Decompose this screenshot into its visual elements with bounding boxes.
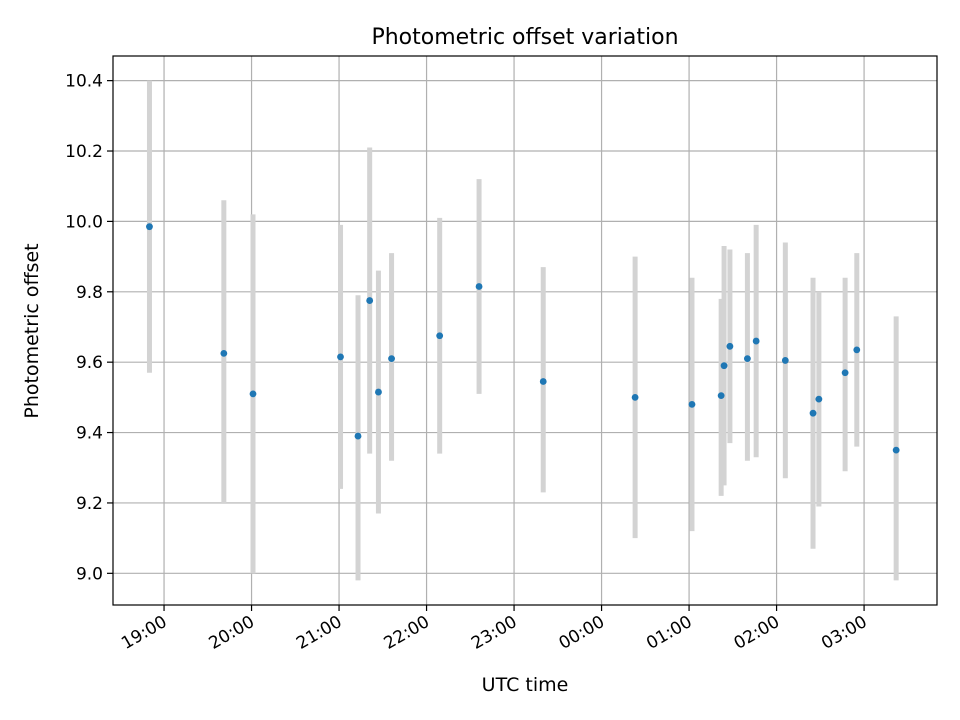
x-tick-label: 03:00 [818,612,870,654]
data-point [337,353,344,361]
data-point [375,388,382,396]
y-tick-label: 9.8 [76,283,103,303]
data-point [781,357,789,364]
data-point [366,297,374,304]
data-point [744,355,751,363]
data-point [853,346,861,354]
y-tick-label: 9.2 [76,494,103,514]
x-tick-label: 22:00 [381,612,433,654]
plot-frame [112,55,938,606]
x-tick-label: 21:00 [293,612,345,654]
data-point [841,369,849,377]
data-point [752,337,760,345]
data-point [475,283,483,290]
y-tick-label: 9.6 [76,353,103,373]
x-tick-label: 00:00 [556,612,608,654]
data-point [720,362,728,370]
x-tick-label: 20:00 [206,612,258,654]
y-tick-label: 10.0 [65,212,103,232]
data-point [726,342,734,350]
data-point [539,378,547,385]
data-point [354,432,362,440]
y-tick-label: 9.4 [76,424,103,444]
chart-title: Photometric offset variation [371,25,678,50]
data-point [809,409,817,417]
data-point [717,392,725,400]
data-points [146,223,900,454]
x-axis-label: UTC time [482,674,569,696]
data-point [688,401,696,408]
y-tick-label: 10.2 [65,142,103,162]
data-point [815,395,823,403]
x-tick-label: 01:00 [643,612,695,654]
y-axis-label: Photometric offset [21,243,43,418]
y-tick-label: 10.4 [65,72,103,92]
data-point [631,393,639,401]
data-point [146,223,153,231]
error-bars [146,80,899,581]
data-point [249,390,257,398]
data-point [892,446,900,454]
data-point [388,355,395,363]
x-tick-label: 02:00 [731,612,783,654]
data-point [436,332,444,340]
x-tick-label: 23:00 [468,612,520,654]
grid-lines [113,56,937,605]
x-tick-label: 19:00 [118,612,170,654]
y-tick-label: 9.0 [76,564,103,584]
data-point [220,349,228,357]
